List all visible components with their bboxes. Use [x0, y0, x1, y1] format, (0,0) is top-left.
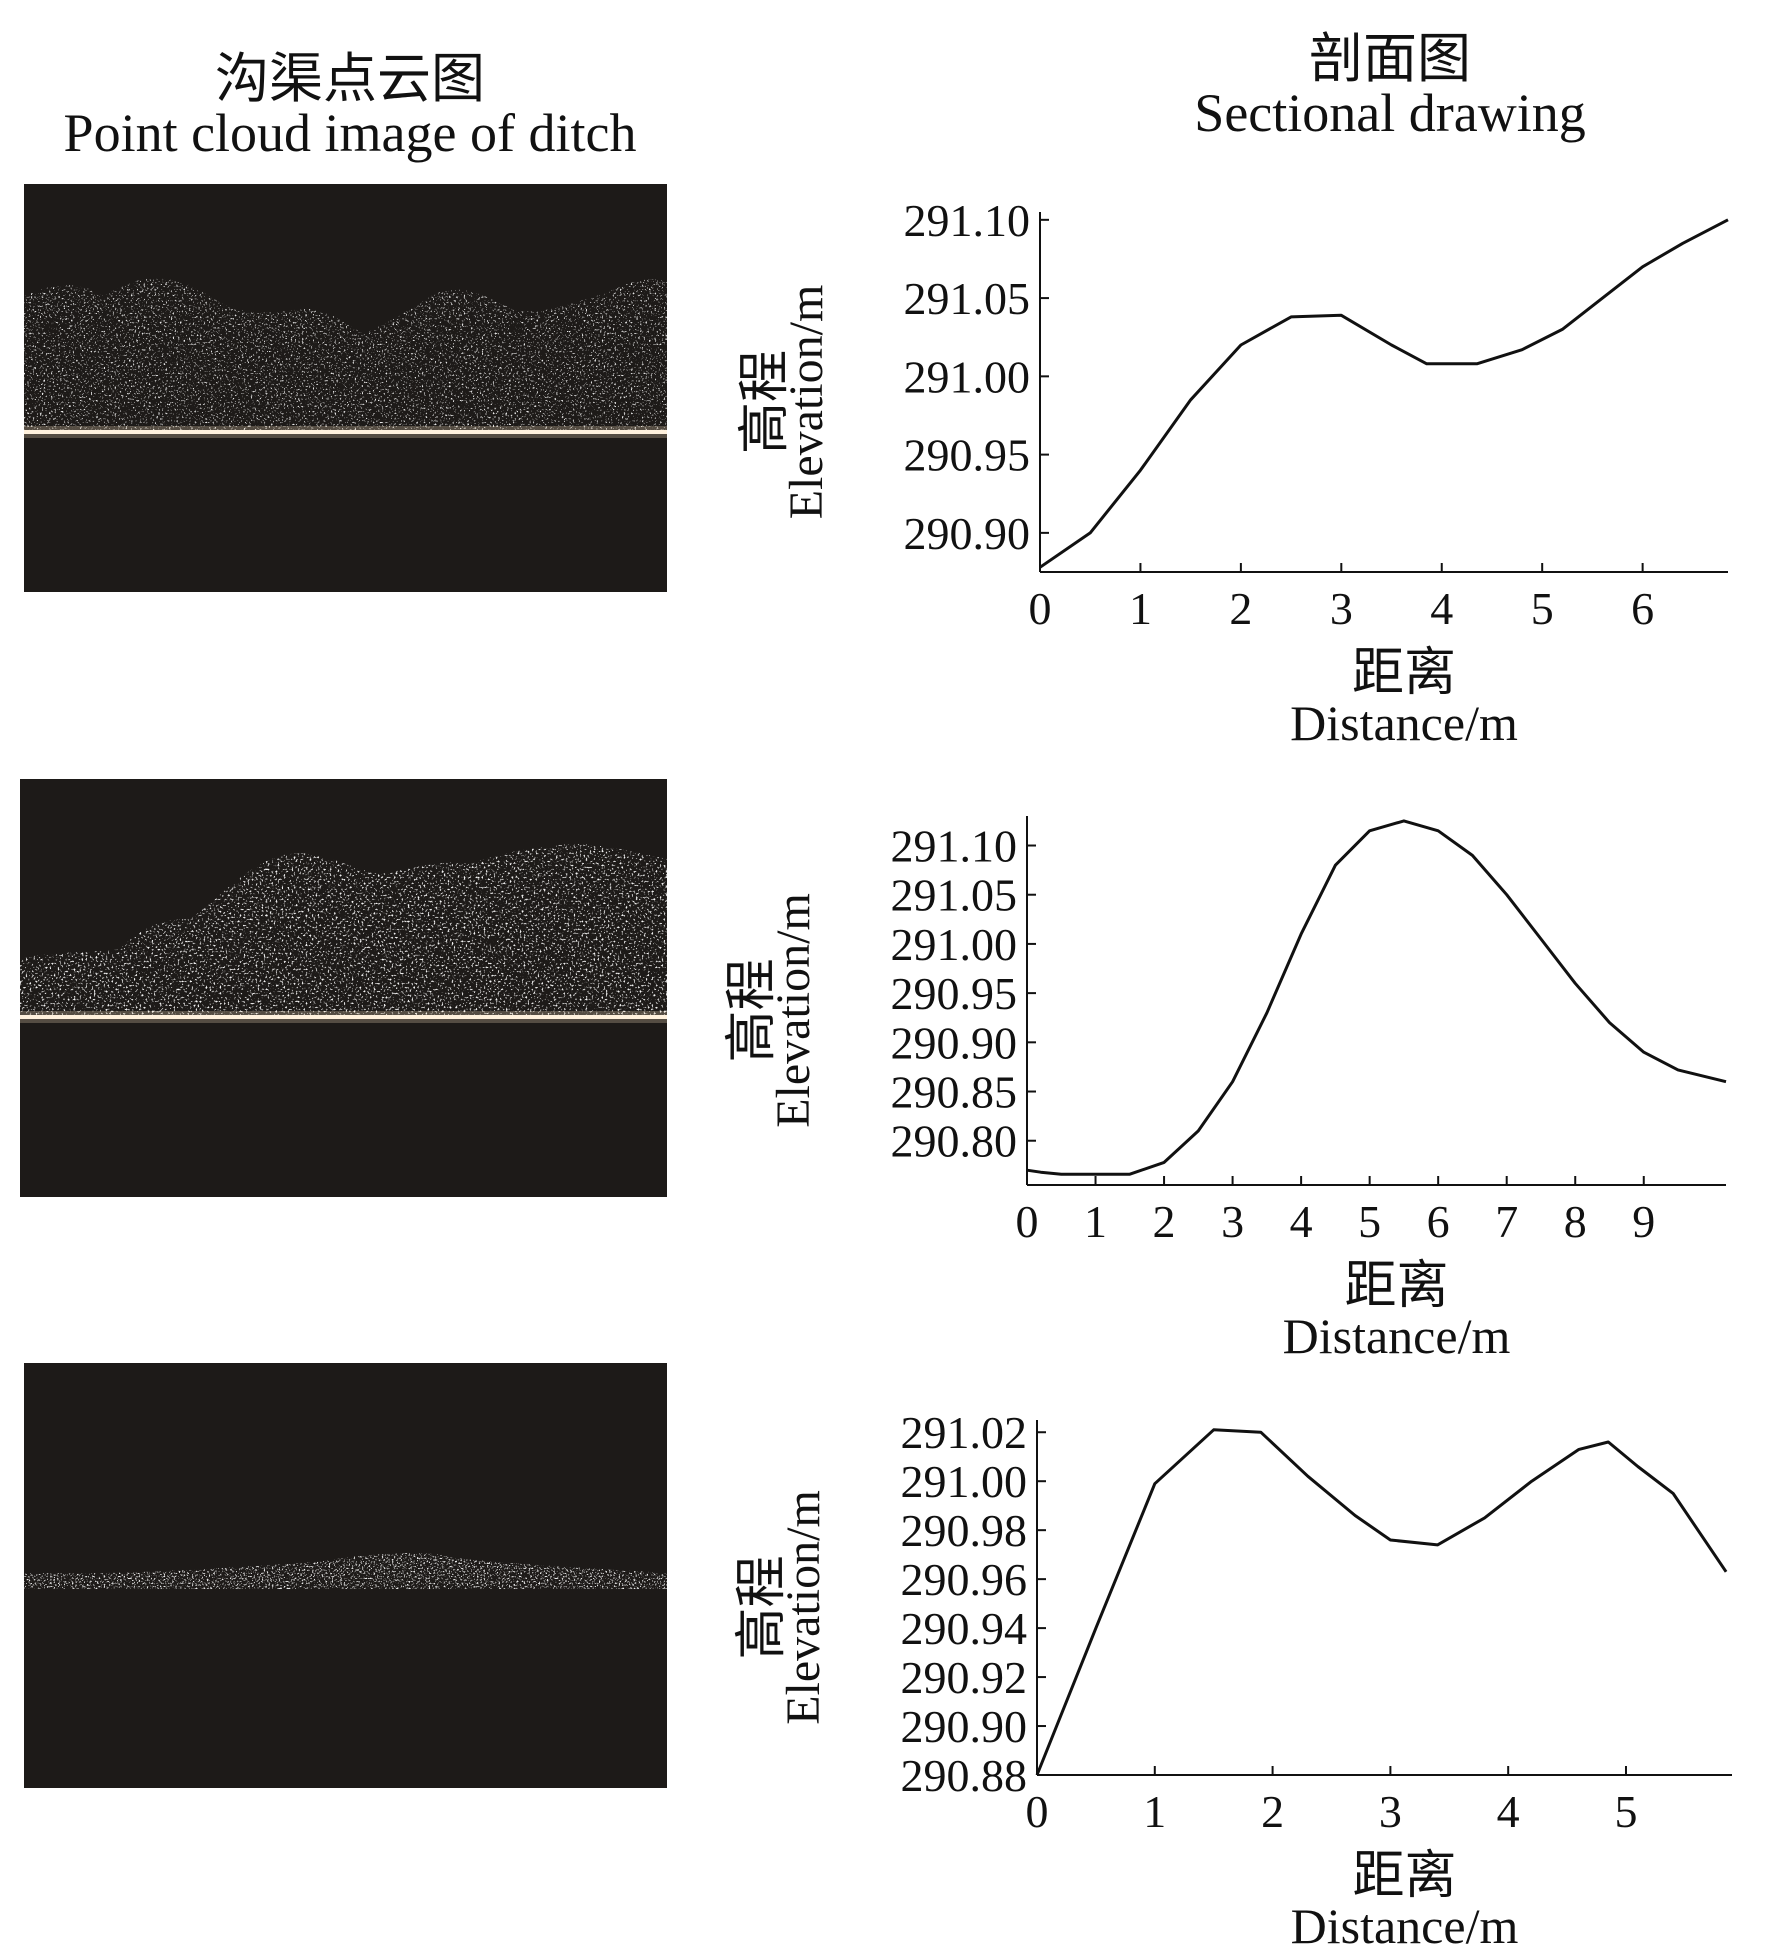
x-tick-label: 1	[1129, 583, 1152, 634]
y-axis-label-zh: 高程	[737, 350, 794, 454]
y-tick-label: 290.94	[901, 1603, 1028, 1654]
y-tick-label: 291.05	[904, 273, 1031, 324]
left-heading-zh: 沟渠点云图	[215, 49, 485, 109]
y-tick-label: 290.95	[904, 430, 1031, 481]
y-tick-label: 290.95	[891, 968, 1018, 1019]
x-tick-label: 6	[1427, 1196, 1450, 1247]
y-axis-label-en: Elevation/m	[767, 893, 820, 1128]
chart-1: 290.90 290.95 291.00 291.05 291.10 0 1 2 3 4 5 6 距离D…	[737, 195, 1729, 751]
y-tick-label: 291.10	[904, 195, 1031, 246]
x-tick-label: 5	[1531, 583, 1554, 634]
y-tick-label: 290.90	[901, 1701, 1028, 1752]
chart-2: 290.80290.85290.90290.95291.00291.05291.…	[724, 816, 1727, 1364]
y-tick-label: 290.98	[901, 1505, 1028, 1556]
elevation-series-line	[1035, 1428, 1728, 1776]
x-axis-label-en: Distance/m	[1291, 1898, 1519, 1951]
y-tick-label: 290.85	[891, 1067, 1018, 1118]
chart-3: 290.88290.90290.92290.94290.96290.98291.…	[734, 1407, 1732, 1951]
x-axis-label-en: Distance/m	[1290, 695, 1518, 751]
y-axis-label-zh: 高程	[724, 958, 781, 1062]
x-tick-label: 9	[1632, 1196, 1655, 1247]
x-axis-label-zh: 距离	[1352, 1848, 1456, 1905]
y-axis-label-zh: 高程	[734, 1555, 791, 1659]
x-tick-label: 2	[1261, 1786, 1284, 1837]
x-tick-label: 0	[1029, 583, 1052, 634]
x-tick-label: 1	[1084, 1196, 1107, 1247]
y-tick-label: 290.90	[904, 508, 1031, 559]
y-tick-label: 290.88	[901, 1750, 1028, 1801]
x-tick-label: 3	[1221, 1196, 1244, 1247]
y-tick-label: 290.90	[891, 1017, 1018, 1068]
x-tick-label: 8	[1564, 1196, 1587, 1247]
right-heading-en: Sectional drawing	[1194, 83, 1586, 143]
left-column-heading: 沟渠点云图 Point cloud image of ditch	[20, 52, 680, 160]
y-axis-label-en: Elevation/m	[777, 1490, 830, 1725]
point-cloud-image-1	[24, 184, 667, 592]
elevation-series-line	[1039, 218, 1729, 569]
point-cloud-image-2	[20, 779, 667, 1197]
x-axis-label-zh: 距离	[1344, 1258, 1448, 1315]
y-tick-label: 290.96	[901, 1554, 1028, 1605]
x-tick-label: 5	[1614, 1786, 1637, 1837]
y-axis-label-en: Elevation/m	[780, 285, 833, 520]
y-tick-label: 290.80	[891, 1116, 1018, 1167]
y-tick-label: 291.00	[891, 919, 1018, 970]
x-tick-label: 1	[1143, 1786, 1166, 1837]
x-tick-label: 2	[1229, 583, 1252, 634]
x-tick-label: 0	[1016, 1196, 1039, 1247]
x-tick-label: 7	[1495, 1196, 1518, 1247]
y-tick-label: 291.02	[901, 1407, 1028, 1458]
point-cloud-image-3	[24, 1363, 667, 1788]
right-column-heading: 剖面图 Sectional drawing	[1110, 32, 1670, 140]
y-tick-label: 291.05	[891, 870, 1018, 921]
x-axis-label-en: Distance/m	[1283, 1308, 1511, 1364]
x-axis-label-zh: 距离	[1352, 645, 1456, 702]
y-tick-label: 291.00	[901, 1456, 1028, 1507]
x-tick-label: 3	[1379, 1786, 1402, 1837]
x-tick-label: 6	[1631, 583, 1654, 634]
x-tick-label: 0	[1026, 1786, 1049, 1837]
left-heading-en: Point cloud image of ditch	[63, 103, 637, 163]
right-heading-zh: 剖面图	[1309, 29, 1471, 89]
x-tick-label: 5	[1358, 1196, 1381, 1247]
x-tick-label: 4	[1290, 1196, 1313, 1247]
y-tick-label: 291.00	[904, 351, 1031, 402]
y-tick-label: 291.10	[891, 821, 1018, 872]
x-tick-label: 2	[1153, 1196, 1176, 1247]
x-tick-label: 4	[1430, 583, 1453, 634]
x-tick-label: 4	[1497, 1786, 1520, 1837]
x-tick-label: 3	[1330, 583, 1353, 634]
y-tick-label: 290.92	[901, 1652, 1028, 1703]
elevation-series-line	[1026, 819, 1727, 1176]
